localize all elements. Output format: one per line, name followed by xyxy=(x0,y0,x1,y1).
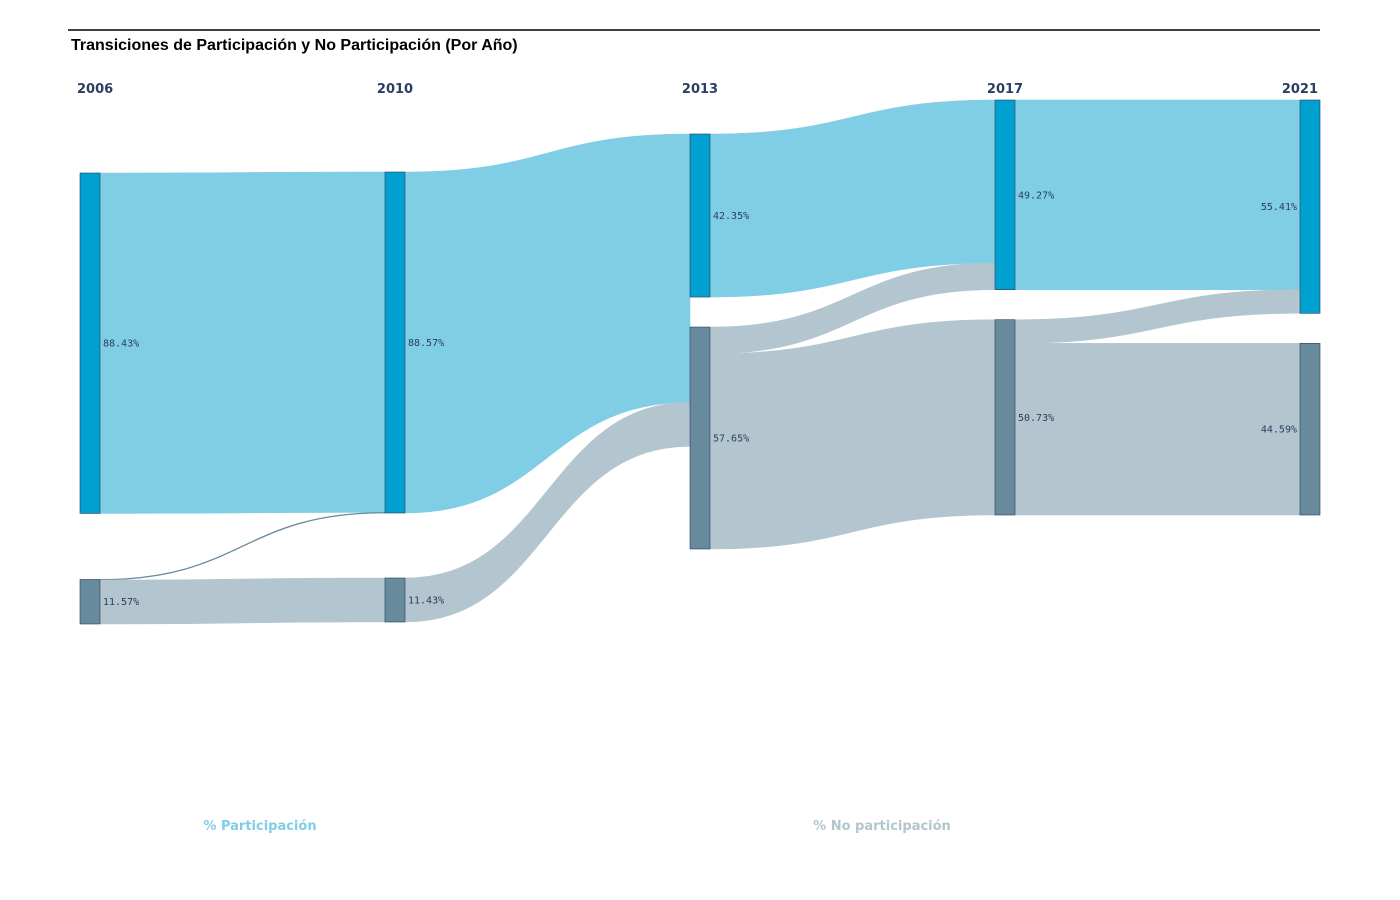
node-label-2021-participacion: 55.41% xyxy=(1261,202,1297,213)
link-2006-no-participacion-to-2010-participacion xyxy=(99,512,386,581)
node-2010-no-participacion[interactable] xyxy=(384,577,406,623)
year-label-2021: 2021 xyxy=(1282,82,1318,97)
year-label-2017: 2017 xyxy=(987,82,1023,97)
legend-item-no-participacion: % No participación xyxy=(813,819,951,834)
node-label-2017-no-participacion: 50.73% xyxy=(1018,413,1054,424)
node-2017-participacion[interactable] xyxy=(994,99,1016,290)
year-label-2006: 2006 xyxy=(77,82,113,97)
node-label-2013-participacion: 42.35% xyxy=(713,211,749,222)
links-layer xyxy=(99,99,1301,625)
node-2006-participacion[interactable] xyxy=(79,172,101,514)
node-label-2013-no-participacion: 57.65% xyxy=(713,434,749,445)
link-2006-no-participacion-to-2010-no-participacion xyxy=(99,577,386,625)
link-2017-participacion-to-2021-participacion xyxy=(1014,99,1301,290)
node-label-2021-no-participacion: 44.59% xyxy=(1261,425,1297,436)
node-2013-no-participacion[interactable] xyxy=(689,326,711,550)
link-2017-no-participacion-to-2021-no-participacion xyxy=(1014,343,1301,516)
link-2017-no-participacion-to-2021-participacion xyxy=(1014,289,1301,344)
node-2013-participacion[interactable] xyxy=(689,133,711,298)
node-label-2017-participacion: 49.27% xyxy=(1018,190,1054,201)
node-label-2006-no-participacion: 11.57% xyxy=(103,597,139,608)
legend: % Participación % No participación xyxy=(203,819,950,834)
year-label-2013: 2013 xyxy=(682,82,718,97)
chart-title: Transiciones de Participación y No Parti… xyxy=(71,37,518,54)
link-2006-participacion-to-2010-participacion xyxy=(99,171,386,514)
nodes-layer xyxy=(79,99,1321,625)
node-label-2010-participacion: 88.57% xyxy=(408,338,444,349)
node-2021-participacion[interactable] xyxy=(1299,99,1321,314)
years-layer: 2006 2010 2013 2017 2021 xyxy=(77,82,1318,97)
node-label-2006-participacion: 88.43% xyxy=(103,339,139,350)
labels-layer: 88.43% 11.57% 88.57% 11.43% 42.35% 57.65% 49.2… xyxy=(103,190,1297,608)
year-label-2010: 2010 xyxy=(377,82,413,97)
node-2017-no-participacion[interactable] xyxy=(994,319,1016,516)
legend-item-participacion: % Participación xyxy=(203,819,316,834)
node-2010-participacion[interactable] xyxy=(384,171,406,514)
link-2013-no-participacion-to-2017-no-participacion xyxy=(709,319,996,550)
node-2006-no-participacion[interactable] xyxy=(79,579,101,625)
node-2021-no-participacion[interactable] xyxy=(1299,343,1321,516)
node-label-2010-no-participacion: 11.43% xyxy=(408,595,444,606)
